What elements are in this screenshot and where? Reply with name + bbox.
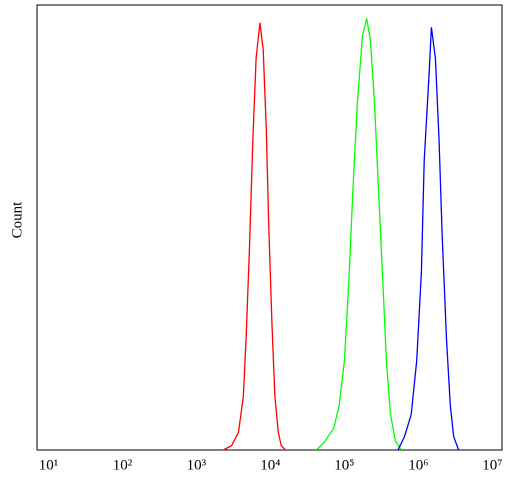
plot-frame [36,4,503,451]
x-tick-label: 10² [113,457,133,473]
histogram-line [316,18,402,451]
histogram-line [222,22,286,451]
y-axis-label: Count [9,201,25,239]
x-tick-label: 10⁶ [408,457,428,473]
x-tick-label: 10¹ [39,457,59,473]
x-tick-label: 10⁴ [260,457,280,473]
x-tick-label: 10⁵ [334,457,354,473]
histogram-line [397,27,460,451]
x-tick-label: 10³ [187,457,207,473]
x-tick-label: 10⁷ [482,457,502,473]
